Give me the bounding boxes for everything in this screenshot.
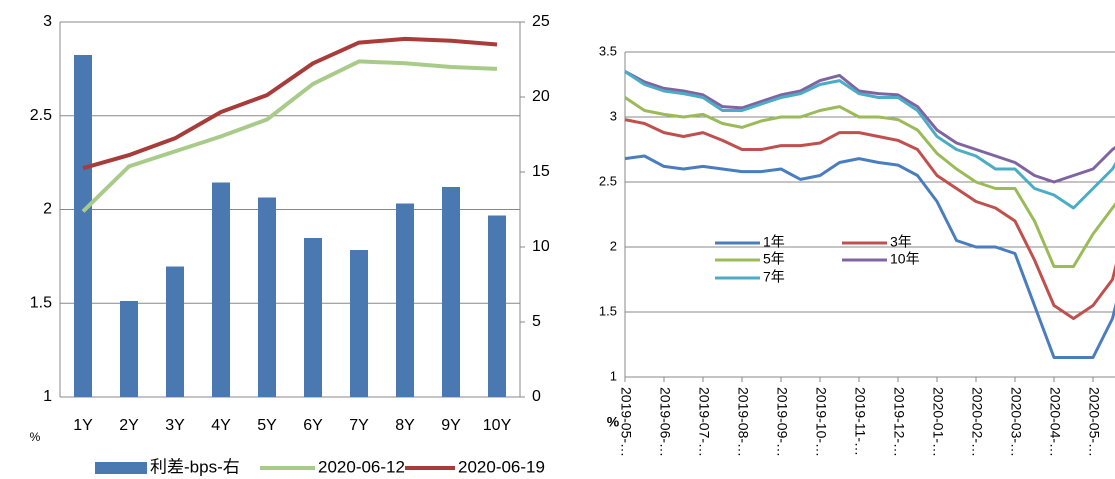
y-tick-label: 2 <box>610 238 617 253</box>
bar <box>212 182 230 397</box>
x-tick-label: 10Y <box>483 417 512 434</box>
y-unit-label: % <box>607 414 620 430</box>
y-tick-label: 1.5 <box>30 294 52 311</box>
y2-tick-label: 10 <box>532 238 550 255</box>
bar <box>258 197 276 397</box>
bar <box>350 250 368 397</box>
x-tick-label: 2019-07-… <box>696 387 712 457</box>
bar <box>166 266 184 397</box>
line <box>81 59 498 213</box>
y2-tick-label: 25 <box>532 13 550 30</box>
y2-tick-label: 20 <box>532 88 550 105</box>
y-unit-label: % <box>30 430 41 444</box>
legend-label: 7年 <box>763 269 785 285</box>
legend-label: 利差-bps-右 <box>150 457 240 476</box>
bar <box>396 203 414 397</box>
x-tick-label: 2020-03-… <box>1008 387 1024 457</box>
line <box>624 154 1115 359</box>
x-tick-label: 2019-08-… <box>735 387 751 457</box>
y-tick-label: 2 <box>43 201 52 218</box>
line <box>82 36 498 171</box>
y-tick-label: 2.5 <box>30 107 52 124</box>
legend-label: 2020-06-19 <box>458 457 545 476</box>
legend-label: 5年 <box>763 251 785 267</box>
y2-tick-label: 5 <box>532 313 541 330</box>
legend-label: 3年 <box>890 234 912 250</box>
y-tick-label: 1.5 <box>599 303 617 318</box>
bar <box>442 187 460 397</box>
x-tick-label: 1Y <box>73 417 93 434</box>
legend-label: 10年 <box>890 251 920 267</box>
bar <box>304 238 322 397</box>
x-tick-label: 8Y <box>395 417 415 434</box>
x-tick-label: 2019-12-… <box>891 387 907 457</box>
bar <box>488 215 506 397</box>
line <box>624 70 1115 210</box>
y-tick-label: 3 <box>43 13 52 30</box>
line <box>624 96 1115 268</box>
x-tick-label: 2020-01-… <box>930 387 946 457</box>
x-tick-label: 2019-05-… <box>618 387 634 457</box>
x-tick-label: 2019-11-… <box>852 387 868 456</box>
y-tick-label: 3.5 <box>599 43 617 58</box>
legend-swatch <box>95 462 147 474</box>
x-tick-label: 6Y <box>303 417 323 434</box>
y-tick-label: 1 <box>610 368 617 383</box>
x-tick-label: 4Y <box>211 417 231 434</box>
x-tick-label: 9Y <box>441 417 461 434</box>
y2-tick-label: 15 <box>532 163 550 180</box>
x-tick-label: 2019-06-… <box>657 387 673 457</box>
x-tick-label: 2020-05-… <box>1086 387 1102 457</box>
x-tick-label: 2019-09-… <box>774 387 790 457</box>
legend-label: 2020-06-12 <box>318 457 405 476</box>
x-tick-label: 2Y <box>119 417 139 434</box>
bar <box>120 301 138 397</box>
legend-label: 1年 <box>763 234 785 250</box>
x-tick-label: 5Y <box>257 417 277 434</box>
y-tick-label: 3 <box>610 108 617 123</box>
line <box>624 70 1115 184</box>
x-tick-label: 7Y <box>349 417 369 434</box>
x-tick-label: 2019-10-… <box>813 387 829 457</box>
bar <box>74 55 92 397</box>
line <box>624 118 1115 320</box>
y-tick-label: 2.5 <box>599 173 617 188</box>
y-tick-label: 1 <box>43 388 52 405</box>
y2-tick-label: 0 <box>532 388 541 405</box>
x-tick-label: 2020-02-… <box>969 387 985 457</box>
x-tick-label: 2020-04-… <box>1047 387 1063 457</box>
x-tick-label: 3Y <box>165 417 185 434</box>
